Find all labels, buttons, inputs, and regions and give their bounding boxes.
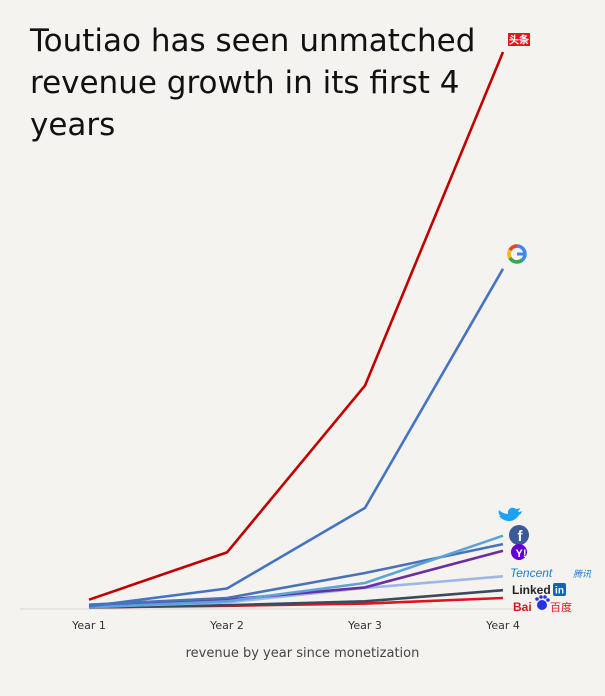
x-tick-labels: Year 1 Year 2 Year 3 Year 4: [71, 619, 520, 632]
series-lines: [88, 51, 505, 609]
facebook-icon: f: [509, 525, 529, 545]
chart-title: Toutiao has seen unmatched revenue growt…: [30, 23, 476, 143]
svg-text:头条: 头条: [509, 34, 530, 47]
linkedin-logo: Linked in: [512, 583, 566, 597]
x-tick-label: Year 1: [71, 619, 106, 632]
baidu-logo: Bai 百度: [513, 595, 572, 614]
x-axis-label: revenue by year since monetization: [185, 646, 420, 661]
series-line-0: [88, 51, 505, 601]
baidu-paw-icon: [535, 595, 550, 610]
svg-text:Tencent: Tencent: [510, 566, 553, 580]
series-line-1: [88, 268, 505, 608]
tencent-logo: Tencent 腾讯: [510, 566, 592, 580]
svg-text:in: in: [555, 586, 564, 597]
toutiao-logo: 头条: [508, 33, 530, 47]
series-line-2: [88, 534, 504, 609]
yahoo-icon: Y!: [511, 544, 527, 560]
svg-text:f: f: [518, 528, 524, 545]
svg-text:百度: 百度: [550, 600, 572, 614]
x-tick-label: Year 3: [347, 619, 382, 632]
svg-text:Bai: Bai: [513, 600, 532, 614]
google-logo: [507, 244, 527, 264]
svg-text:Y!: Y!: [516, 548, 527, 560]
svg-text:Linked: Linked: [512, 583, 551, 597]
twitter-bird-icon: [498, 507, 522, 522]
series-line-6: [88, 588, 504, 609]
x-tick-label: Year 2: [209, 619, 244, 632]
x-tick-label: Year 4: [485, 619, 520, 632]
svg-text:腾讯: 腾讯: [573, 569, 592, 579]
